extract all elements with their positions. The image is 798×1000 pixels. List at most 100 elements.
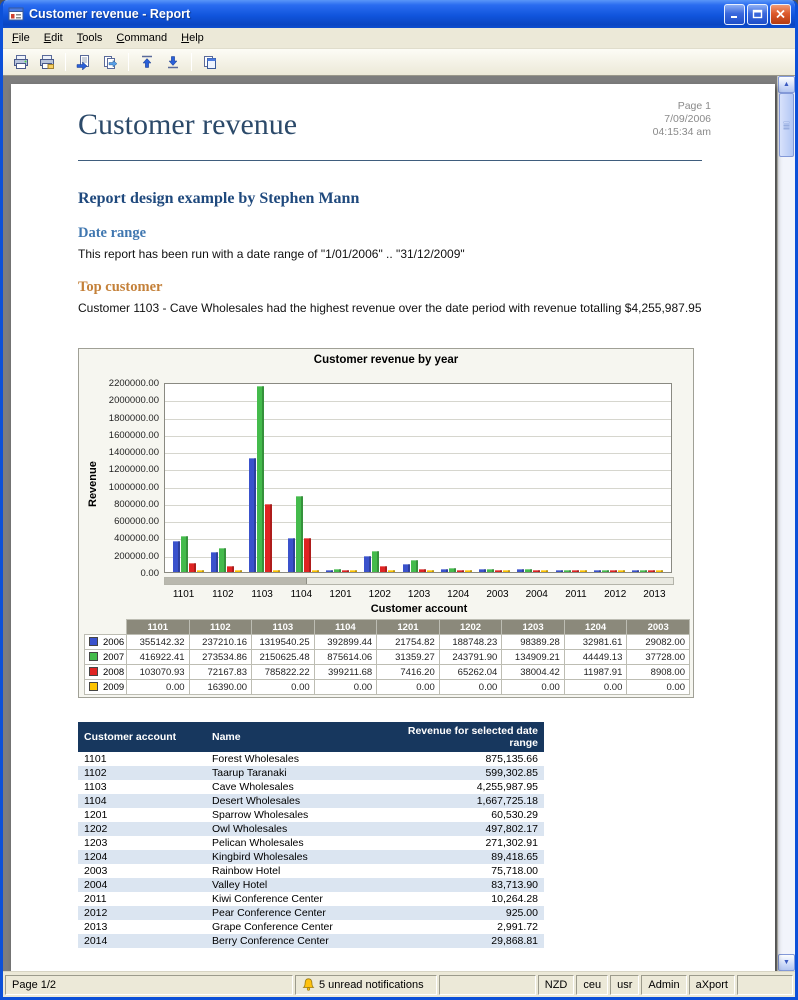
chart-y-tick-label: 1000000.00: [108, 482, 159, 493]
chart-bar-2006: [440, 569, 448, 572]
customer-table-cell: 1203: [84, 837, 108, 849]
chart-bar-2006: [325, 570, 333, 572]
legend-column-header: 2003: [626, 619, 690, 635]
menu-edit[interactable]: Edit: [43, 32, 63, 44]
export-all-icon[interactable]: [98, 51, 122, 73]
legend-color-chip: [89, 681, 98, 691]
customer-table-cell: 2,991.72: [497, 921, 538, 933]
status-nzd: NZD: [537, 974, 575, 995]
close-button[interactable]: [770, 3, 791, 25]
chart-y-tick-label: 1600000.00: [108, 430, 159, 441]
move-up-icon[interactable]: [135, 51, 159, 73]
chart-bar-2007: [448, 568, 456, 572]
scroll-up-button[interactable]: ▲: [778, 76, 795, 93]
chart-bar-2008: [571, 570, 579, 572]
customer-table-cell: 1104: [78, 794, 206, 808]
menu-help[interactable]: Help: [181, 32, 204, 44]
customer-table-cell: 83,713.90: [388, 878, 544, 892]
chart-bar-2007: [295, 496, 303, 572]
legend-series-cell: 2006: [84, 634, 127, 650]
chart-bar-2008: [380, 566, 388, 572]
window-controls: [724, 3, 791, 25]
legend-data-row: 2008 103070.93 72167.83 785822.22 399211.68 7…: [84, 664, 690, 680]
chart-bar-2007: [487, 569, 495, 572]
chart-bar-2006: [517, 569, 525, 572]
legend-value-cell: 188748.23: [438, 634, 503, 650]
customer-table-cell: Kingbird Wholesales: [206, 850, 388, 864]
minimize-icon: [731, 16, 737, 18]
customer-table-cell: Forest Wholesales: [212, 753, 299, 765]
vertical-scrollbar[interactable]: ▲ ▼: [777, 76, 795, 971]
report-time: 04:15:34 am: [652, 126, 711, 138]
legend-value-cell: 8908.00: [626, 664, 690, 680]
chart-gridline: [165, 453, 671, 454]
chart-bar-2008: [226, 566, 234, 572]
legend-value-cell: 875614.06: [313, 649, 378, 665]
top-customer-heading: Top customer: [78, 279, 163, 295]
chart-bar-2008: [533, 570, 541, 572]
export-page-icon[interactable]: [72, 51, 96, 73]
customer-table-cell: 271,302.91: [485, 837, 538, 849]
legend-color-chip: [89, 666, 98, 676]
scroll-thumb[interactable]: [779, 93, 794, 157]
status-bar: Page 1/2 5 unread notifications NZD ceu …: [3, 971, 795, 997]
legend-column-header: 1204: [563, 619, 628, 635]
report-subtitle: Report design example by Stephen Mann: [78, 190, 360, 207]
print-setup-icon[interactable]: [35, 51, 59, 73]
chart-x-tick-label: 1204: [447, 589, 470, 600]
maximize-button[interactable]: [747, 3, 768, 25]
customer-table-header: Name: [206, 722, 388, 752]
legend-column-header: 1102: [188, 619, 253, 635]
chart-bar-2009: [618, 570, 626, 572]
chart-gridline: [165, 401, 671, 402]
customer-table-cell: 2003: [84, 865, 108, 877]
page-area: Page 1 7/09/2006 04:15:34 am Customer re…: [3, 76, 777, 971]
menu-tools[interactable]: Tools: [76, 32, 103, 44]
legend-data-row: 2007 416922.41 273534.86 2150625.48 875614.0…: [84, 649, 690, 665]
legend-value-cell: 32981.61: [563, 634, 628, 650]
chart-bar-group: [361, 551, 399, 572]
customer-table-cell: Owl Wholesales: [206, 822, 388, 836]
status-spacer: [439, 974, 536, 995]
status-notifications[interactable]: 5 unread notifications: [295, 974, 437, 995]
menu-command[interactable]: Command: [116, 32, 168, 44]
customer-table-cell: 1,667,725.18: [388, 794, 544, 808]
chart-bar-2007: [333, 569, 341, 572]
menu-file[interactable]: File: [12, 32, 30, 44]
copy-page-icon[interactable]: [198, 51, 222, 73]
customer-table-cell: 60,530.29: [491, 809, 538, 821]
chart-y-tick-label: 2000000.00: [108, 395, 159, 406]
scroll-down-button[interactable]: ▼: [778, 954, 795, 971]
legend-column-header: 1201: [376, 619, 440, 635]
scroll-track[interactable]: [778, 93, 795, 954]
chart-x-tick-label: 2013: [643, 589, 666, 600]
legend-value-cell: 0.00: [563, 679, 628, 695]
move-down-icon[interactable]: [161, 51, 185, 73]
page-info: Page 1 7/09/2006 04:15:34 am: [653, 100, 711, 139]
chart-bar-2009: [656, 570, 664, 572]
chart-h-scrollbar[interactable]: [164, 577, 674, 585]
chart-x-tick-label: 2012: [604, 589, 627, 600]
legend-data-row: 2006 355142.32 237210.16 1319540.25 392899.4…: [84, 634, 690, 650]
legend-value-cell: 243791.90: [438, 649, 503, 665]
chart-bar-group: [590, 570, 628, 572]
legend-value-cell: 416922.41: [126, 649, 190, 665]
chart-bar-group: [246, 386, 284, 572]
status-end-cell: [737, 974, 793, 995]
chart-bar-2007: [218, 548, 226, 572]
customer-table-header-row: Customer account Name Revenue for selected…: [78, 722, 544, 752]
report-page: Page 1 7/09/2006 04:15:34 am Customer re…: [11, 84, 775, 971]
legend-value-cell: 355142.32: [126, 634, 190, 650]
chart-x-tick-label: 1202: [368, 589, 391, 600]
customer-table-cell: 29,868.81: [388, 934, 544, 948]
report-title: Customer revenue: [78, 108, 298, 141]
chart-y-tick-label: 200000.00: [114, 551, 159, 562]
chart-bar-2006: [287, 538, 295, 572]
chart-h-scroll-thumb[interactable]: [165, 578, 307, 584]
print-icon[interactable]: [9, 51, 33, 73]
customer-table-cell: 1103: [84, 781, 107, 793]
customer-table-cell: 875,135.66: [485, 753, 538, 765]
customer-table-row: 1104 Desert Wholesales 1,667,725.18: [78, 794, 544, 808]
chart-title: Customer revenue by year: [313, 354, 459, 366]
minimize-button[interactable]: [724, 3, 745, 25]
